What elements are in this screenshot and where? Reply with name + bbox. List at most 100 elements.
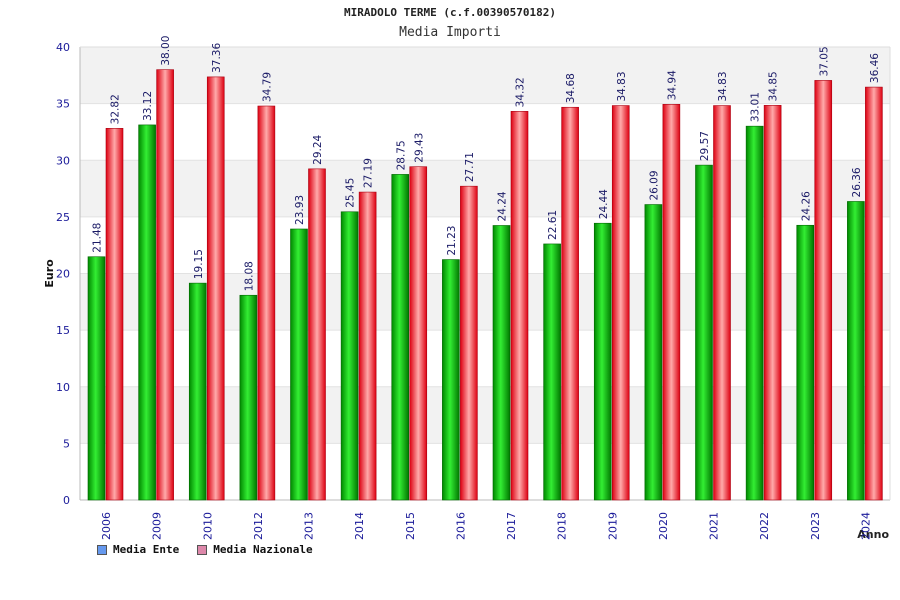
legend-item-nazionale: Media Nazionale [197,543,313,556]
data-label: 19.15 [193,249,205,279]
y-tick-label: 35 [56,98,70,111]
data-label: 36.46 [869,53,881,83]
bar-ente [188,282,207,501]
data-label: 21.23 [446,226,458,256]
data-label: 29.24 [312,134,324,164]
x-tick-label: 2015 [404,512,417,540]
bar-ente [239,294,258,501]
y-tick-label: 15 [56,324,70,337]
bar-ente [87,256,106,501]
y-tick-label: 5 [63,437,70,450]
legend-swatch-nazionale [197,544,208,555]
bar-nazionale [814,80,833,501]
bar-nazionale [510,111,529,501]
bar-ente [492,225,511,501]
y-tick-label: 0 [63,494,70,507]
x-tick-label: 2021 [708,512,721,540]
bar-ente [340,211,359,501]
data-label: 24.44 [598,189,610,219]
chart-title: MIRADOLO TERME (c.f.00390570182) [344,6,556,19]
y-tick-label: 10 [56,381,70,394]
bar-nazionale [561,106,579,501]
data-label: 25.45 [345,178,357,208]
x-tick-label: 2017 [505,512,518,540]
bar-nazionale [611,105,630,501]
x-tick-label: 2024 [859,512,872,540]
bar-nazionale [308,168,326,501]
data-label: 38.00 [160,36,172,66]
data-label: 33.12 [142,91,154,121]
data-label: 27.71 [464,152,476,182]
bar-ente [644,204,663,501]
data-label: 34.94 [666,70,678,100]
bar-nazionale [156,69,174,501]
data-label: 22.61 [547,210,559,240]
x-axis-label: Anno [857,528,889,541]
legend-swatch-ente [97,544,107,555]
x-tick-label: 2010 [201,512,214,540]
x-tick-label: 2016 [454,512,467,540]
bar-ente [442,259,460,501]
y-axis-label: Euro [43,259,56,288]
x-tick-label: 2013 [303,512,316,540]
x-tick-label: 2023 [809,512,822,540]
data-label: 34.85 [768,71,780,101]
bar-ente [593,222,612,501]
x-tick-label: 2019 [606,512,619,540]
data-label: 23.93 [294,195,306,225]
bar-ente [290,228,308,501]
bar-ente [543,243,561,501]
x-tick-label: 2009 [151,512,164,540]
bar-ente [745,125,764,501]
data-label: 26.09 [648,170,660,200]
x-tick-label: 2022 [758,512,771,540]
y-tick-label: 20 [56,268,70,281]
bar-nazionale [358,191,377,501]
y-tick-label: 25 [56,211,70,224]
data-label: 29.57 [699,131,711,161]
legend-label-ente: Media Ente [113,543,180,556]
data-label: 24.24 [497,191,509,221]
bar-nazionale [105,128,124,501]
bar-nazionale [763,105,782,501]
bar-nazionale [713,105,731,501]
data-label: 28.75 [395,140,407,170]
y-tick-label: 30 [56,154,70,167]
data-label: 29.43 [413,133,425,163]
bar-nazionale [257,105,276,501]
data-label: 18.08 [243,261,255,291]
bar-nazionale [460,185,478,501]
data-label: 34.32 [515,77,527,107]
data-label: 32.82 [110,94,122,124]
bar-nazionale [662,104,681,501]
bar-ente [391,174,410,501]
x-tick-label: 2020 [657,512,670,540]
y-tick-label: 40 [56,41,70,54]
legend-label-nazionale: Media Nazionale [213,543,313,556]
bar-ente [695,164,713,501]
data-label: 21.48 [92,223,104,253]
bar-ente [138,124,156,501]
data-label: 24.26 [800,191,812,221]
bar-ente [796,224,815,501]
bar-nazionale [409,166,428,501]
data-label: 33.01 [750,92,762,122]
data-label: 34.83 [717,71,729,101]
data-label: 34.83 [616,71,628,101]
data-label: 27.19 [363,158,375,188]
data-label: 37.36 [211,43,223,73]
legend-item-ente: Media Ente [97,543,179,556]
x-tick-label: 2014 [353,512,366,540]
bar-ente [847,201,865,501]
x-tick-label: 2018 [556,512,569,540]
legend: Media Ente Media Nazionale [97,543,313,556]
data-label: 34.68 [565,73,577,103]
chart-subtitle: Media Importi [399,25,501,40]
x-tick-label: 2012 [252,512,265,540]
data-label: 37.05 [818,46,830,76]
data-label: 26.36 [851,167,863,197]
bar-nazionale [206,76,225,501]
data-label: 34.79 [261,72,273,102]
